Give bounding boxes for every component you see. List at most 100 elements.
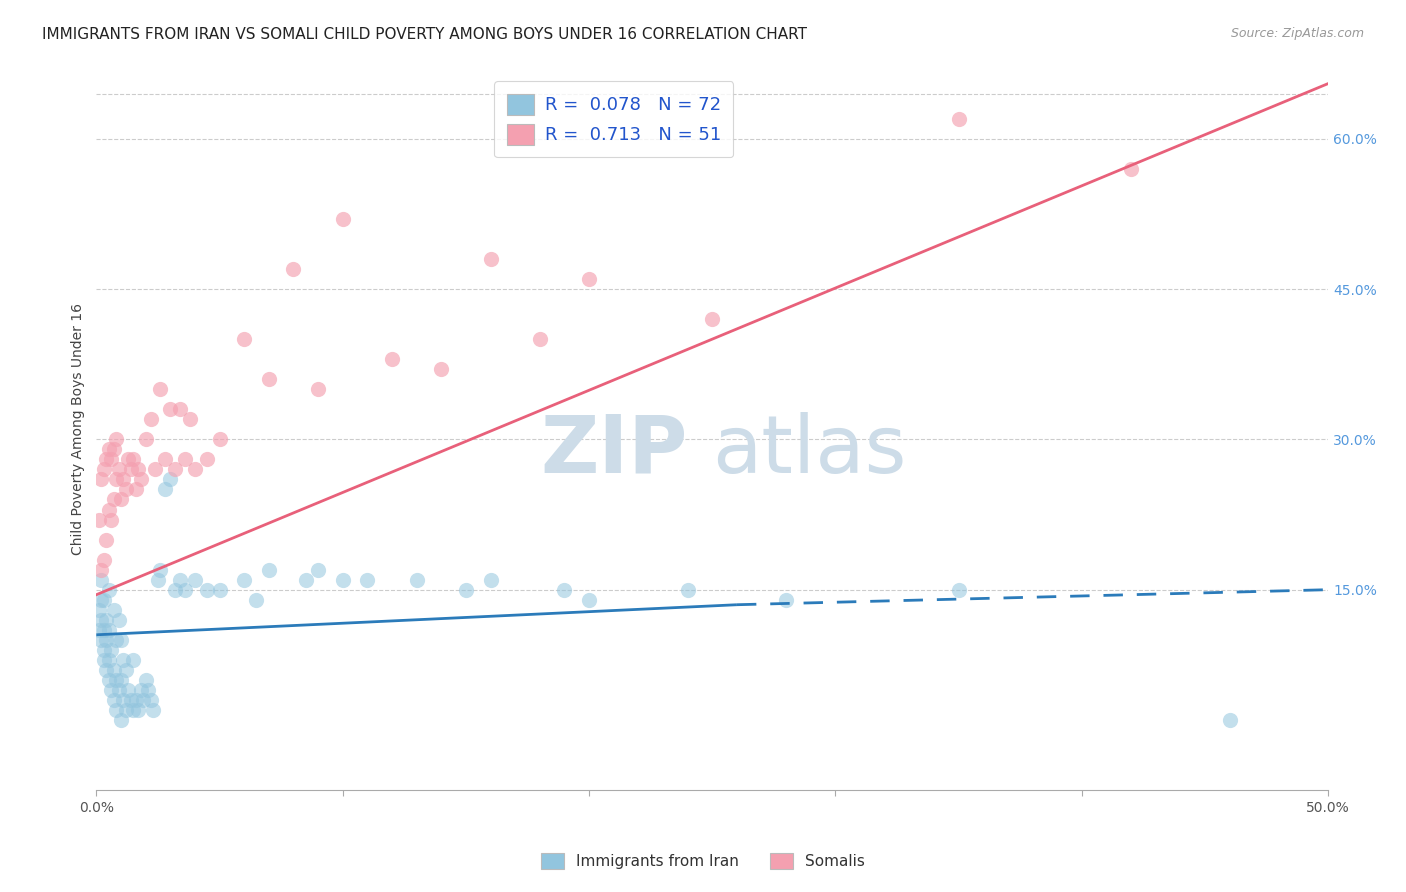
Point <box>100 512 122 526</box>
Point <box>159 472 181 486</box>
Point <box>129 682 152 697</box>
Point <box>381 352 404 367</box>
Point <box>174 452 197 467</box>
Point <box>120 693 142 707</box>
Point <box>110 713 132 727</box>
Point <box>146 573 169 587</box>
Point <box>125 693 148 707</box>
Point <box>676 582 699 597</box>
Point <box>96 663 118 677</box>
Legend: R =  0.078   N = 72, R =  0.713   N = 51: R = 0.078 N = 72, R = 0.713 N = 51 <box>494 81 734 157</box>
Point <box>307 563 329 577</box>
Point <box>208 433 231 447</box>
Point <box>257 563 280 577</box>
Legend: Immigrants from Iran, Somalis: Immigrants from Iran, Somalis <box>536 847 870 875</box>
Point <box>87 623 110 637</box>
Point <box>529 332 551 346</box>
Point <box>90 573 112 587</box>
Y-axis label: Child Poverty Among Boys Under 16: Child Poverty Among Boys Under 16 <box>72 303 86 556</box>
Point <box>169 573 191 587</box>
Point <box>139 693 162 707</box>
Point <box>307 382 329 396</box>
Point <box>107 613 129 627</box>
Point <box>136 682 159 697</box>
Point <box>702 312 724 326</box>
Point <box>97 502 120 516</box>
Point <box>135 433 157 447</box>
Point <box>103 693 125 707</box>
Point <box>93 462 115 476</box>
Point <box>135 673 157 687</box>
Point <box>208 582 231 597</box>
Point <box>96 452 118 467</box>
Point <box>115 703 138 717</box>
Point <box>233 332 256 346</box>
Point <box>110 632 132 647</box>
Point <box>105 433 128 447</box>
Point <box>195 452 218 467</box>
Point <box>120 462 142 476</box>
Point <box>179 412 201 426</box>
Point <box>100 452 122 467</box>
Text: Source: ZipAtlas.com: Source: ZipAtlas.com <box>1230 27 1364 40</box>
Point <box>97 623 120 637</box>
Point <box>112 693 135 707</box>
Point <box>115 663 138 677</box>
Point <box>103 603 125 617</box>
Point <box>103 442 125 457</box>
Point <box>332 211 354 226</box>
Point <box>159 402 181 417</box>
Point <box>93 592 115 607</box>
Point <box>142 703 165 717</box>
Point <box>112 653 135 667</box>
Text: IMMIGRANTS FROM IRAN VS SOMALI CHILD POVERTY AMONG BOYS UNDER 16 CORRELATION CHA: IMMIGRANTS FROM IRAN VS SOMALI CHILD POV… <box>42 27 807 42</box>
Point <box>90 592 112 607</box>
Point <box>122 452 145 467</box>
Point <box>479 573 502 587</box>
Point <box>97 653 120 667</box>
Point <box>115 483 138 497</box>
Point <box>155 452 177 467</box>
Point <box>90 472 112 486</box>
Point <box>165 462 187 476</box>
Point <box>283 262 305 277</box>
Point <box>110 492 132 507</box>
Point <box>775 592 797 607</box>
Point <box>356 573 378 587</box>
Point <box>129 472 152 486</box>
Point <box>96 533 118 547</box>
Point <box>332 573 354 587</box>
Point <box>93 643 115 657</box>
Point <box>149 563 172 577</box>
Point <box>93 653 115 667</box>
Point <box>90 613 112 627</box>
Point <box>103 663 125 677</box>
Point <box>93 623 115 637</box>
Point <box>105 472 128 486</box>
Point <box>117 682 139 697</box>
Point <box>97 582 120 597</box>
Point <box>105 632 128 647</box>
Point <box>169 402 191 417</box>
Point <box>948 112 970 126</box>
Point <box>107 682 129 697</box>
Point <box>294 573 316 587</box>
Point <box>578 272 600 286</box>
Point <box>122 653 145 667</box>
Point <box>107 462 129 476</box>
Point <box>149 382 172 396</box>
Point <box>454 582 477 597</box>
Point <box>174 582 197 597</box>
Point <box>948 582 970 597</box>
Point <box>233 573 256 587</box>
Point <box>125 483 148 497</box>
Point <box>195 582 218 597</box>
Point <box>553 582 575 597</box>
Point <box>96 632 118 647</box>
Point <box>1219 713 1241 727</box>
Text: atlas: atlas <box>713 412 907 490</box>
Point <box>97 442 120 457</box>
Point <box>165 582 187 597</box>
Point <box>184 462 207 476</box>
Point <box>132 693 155 707</box>
